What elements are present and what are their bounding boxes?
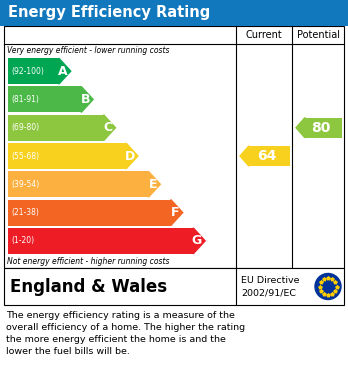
Bar xyxy=(8,171,149,197)
Text: C: C xyxy=(103,121,112,134)
Text: the more energy efficient the home is and the: the more energy efficient the home is an… xyxy=(6,335,226,344)
Bar xyxy=(4,268,344,305)
Text: D: D xyxy=(125,149,135,163)
Text: F: F xyxy=(171,206,180,219)
Bar xyxy=(8,58,59,84)
Text: overall efficiency of a home. The higher the rating: overall efficiency of a home. The higher… xyxy=(6,323,245,332)
Text: (92-100): (92-100) xyxy=(11,66,44,75)
Text: Not energy efficient - higher running costs: Not energy efficient - higher running co… xyxy=(7,257,169,266)
Text: (1-20): (1-20) xyxy=(11,236,34,246)
Text: (81-91): (81-91) xyxy=(11,95,39,104)
Text: England & Wales: England & Wales xyxy=(10,278,167,296)
Polygon shape xyxy=(240,146,249,166)
Bar xyxy=(8,143,126,169)
Text: (69-80): (69-80) xyxy=(11,123,39,132)
Polygon shape xyxy=(81,86,93,112)
Text: Potential: Potential xyxy=(296,30,340,40)
Text: The energy efficiency rating is a measure of the: The energy efficiency rating is a measur… xyxy=(6,311,235,320)
Bar xyxy=(8,115,104,141)
Text: B: B xyxy=(81,93,90,106)
Text: (55-68): (55-68) xyxy=(11,151,39,160)
Polygon shape xyxy=(59,58,71,84)
Circle shape xyxy=(315,273,341,300)
Bar xyxy=(0,0,348,26)
Text: A: A xyxy=(58,65,68,78)
Text: Current: Current xyxy=(246,30,282,40)
Bar xyxy=(8,228,193,254)
Text: Very energy efficient - lower running costs: Very energy efficient - lower running co… xyxy=(7,46,169,55)
Text: E: E xyxy=(149,178,157,191)
Bar xyxy=(249,146,290,166)
Polygon shape xyxy=(149,171,160,197)
Polygon shape xyxy=(296,118,305,138)
Text: Energy Efficiency Rating: Energy Efficiency Rating xyxy=(8,5,210,20)
Text: EU Directive
2002/91/EC: EU Directive 2002/91/EC xyxy=(241,276,300,297)
Text: (21-38): (21-38) xyxy=(11,208,39,217)
Polygon shape xyxy=(126,143,138,169)
Text: 64: 64 xyxy=(257,149,277,163)
Bar xyxy=(4,26,344,268)
Bar xyxy=(305,118,342,138)
Text: lower the fuel bills will be.: lower the fuel bills will be. xyxy=(6,347,130,356)
Polygon shape xyxy=(104,115,116,141)
Polygon shape xyxy=(171,200,183,226)
Bar xyxy=(8,200,171,226)
Text: G: G xyxy=(192,234,202,248)
Text: (39-54): (39-54) xyxy=(11,180,39,189)
Bar xyxy=(8,86,81,112)
Text: 80: 80 xyxy=(311,121,331,135)
Polygon shape xyxy=(193,228,205,254)
